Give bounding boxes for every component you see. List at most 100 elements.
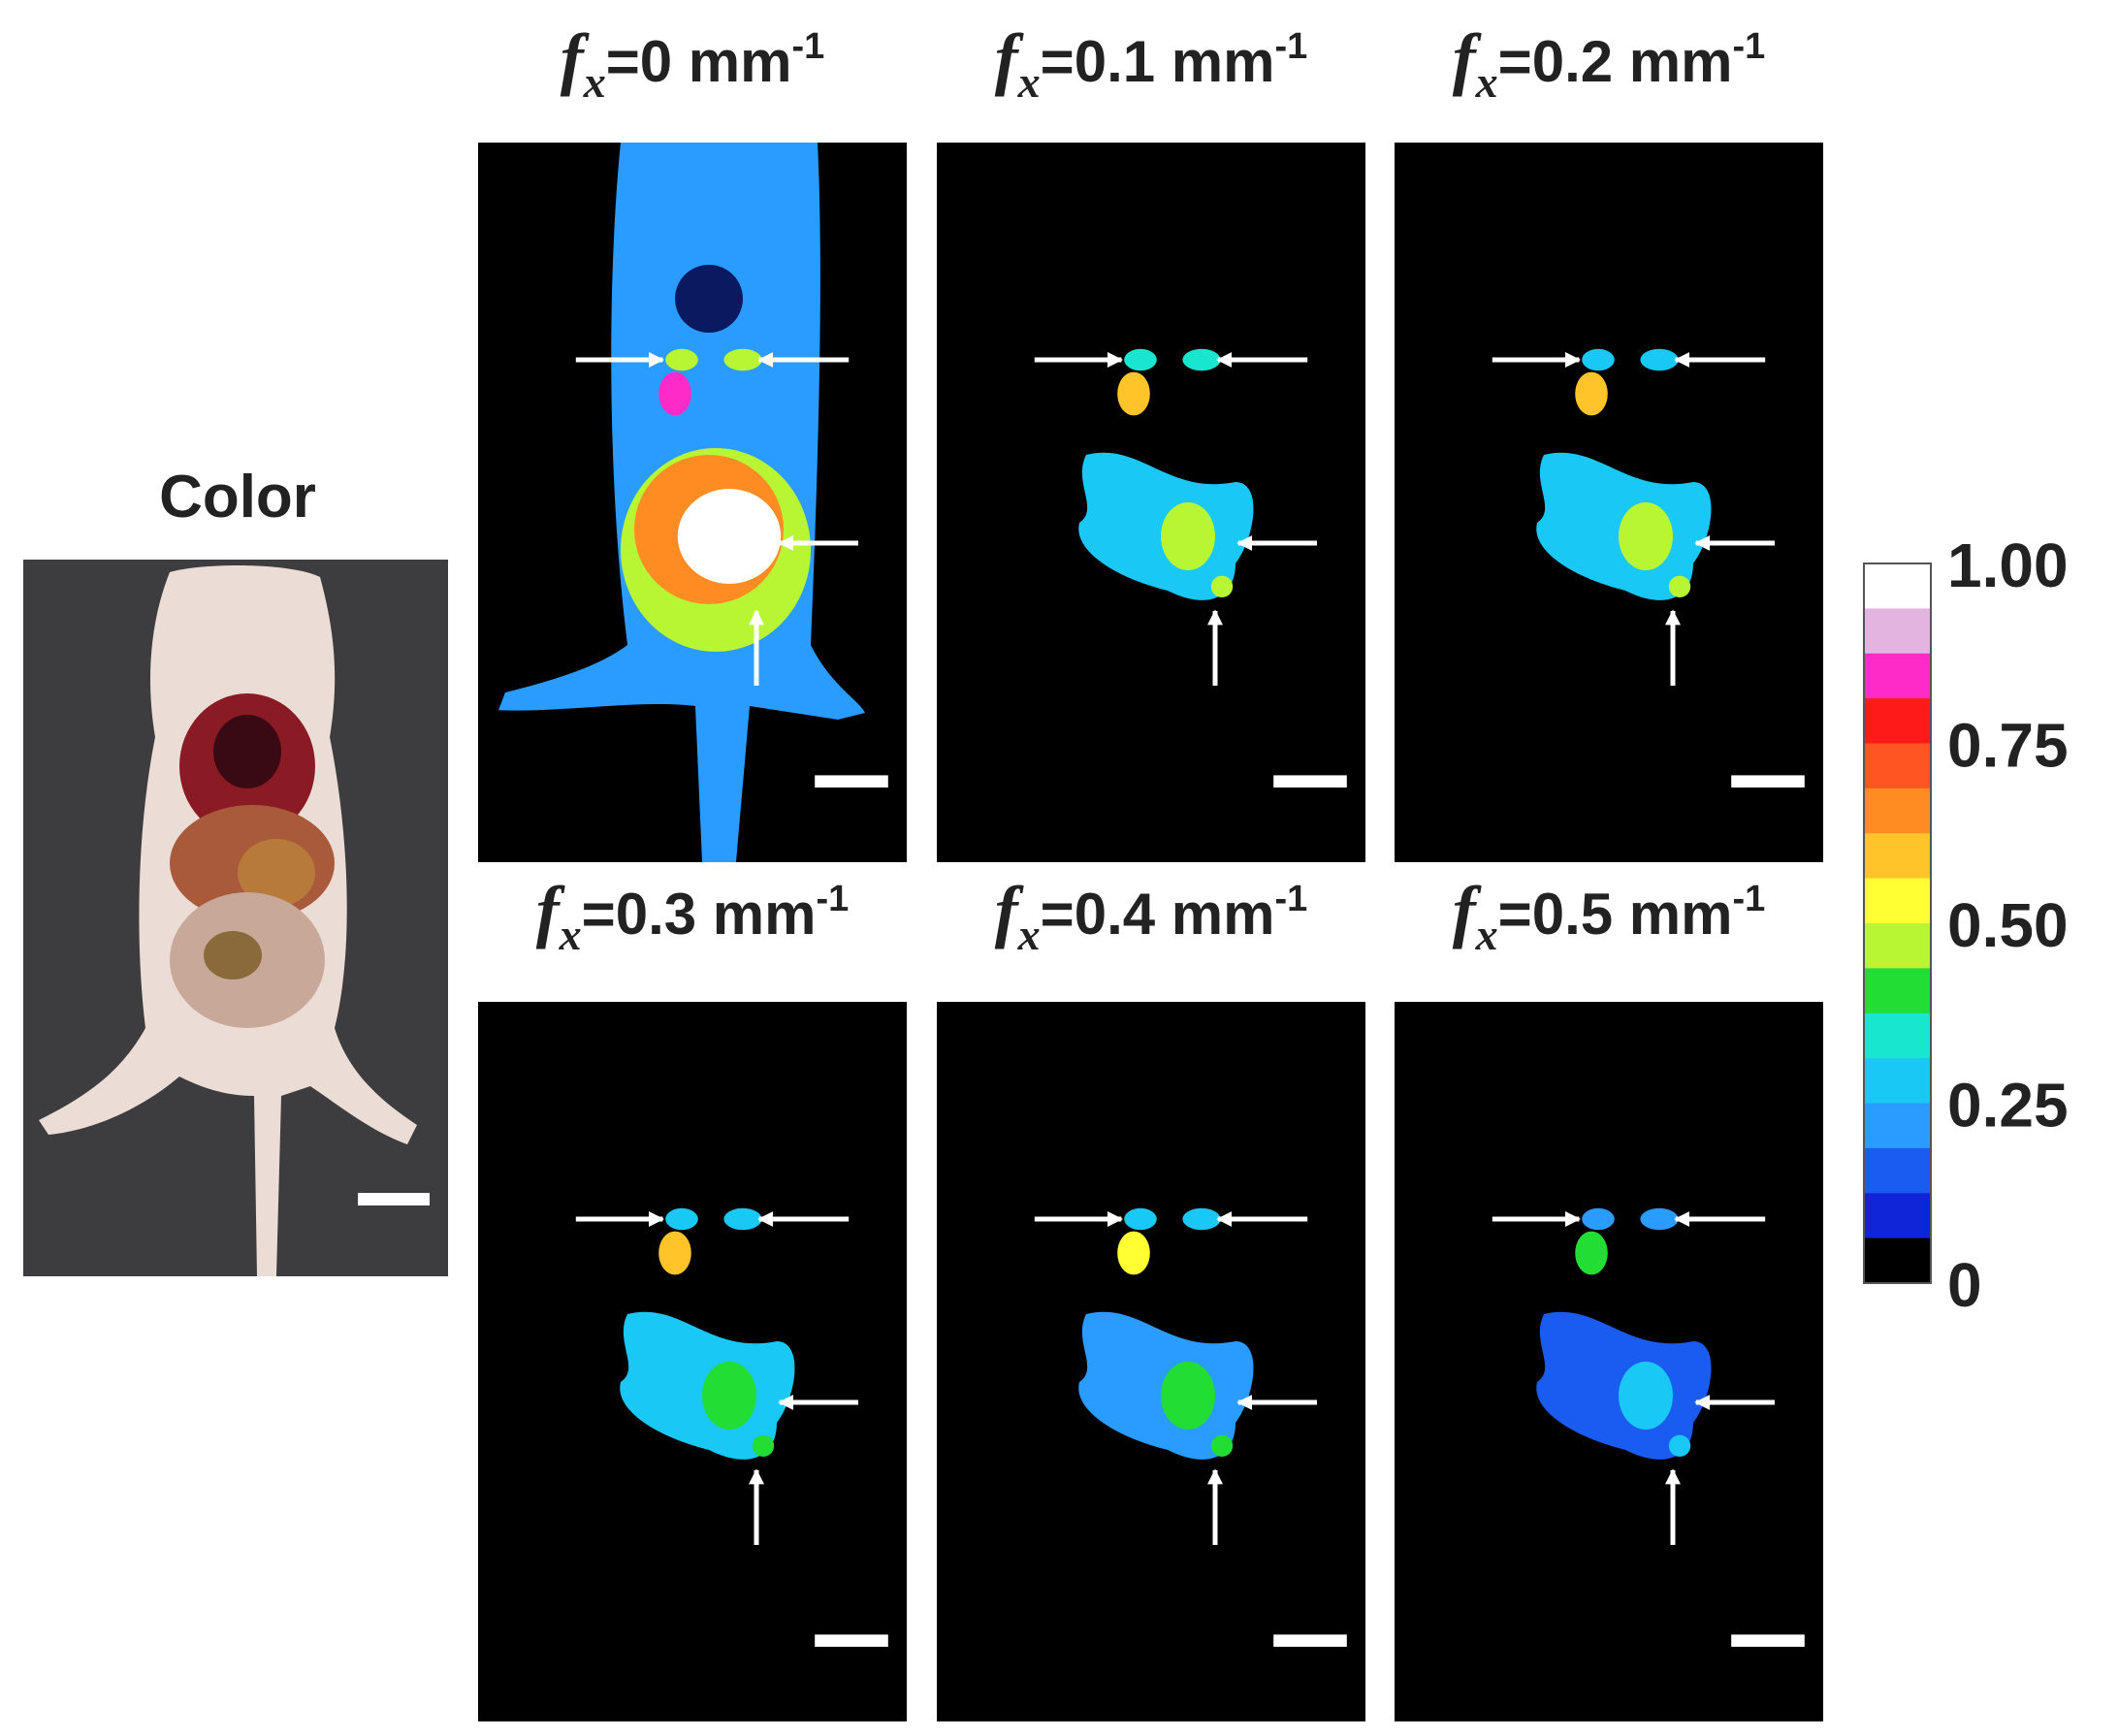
signal — [1668, 1434, 1691, 1458]
panel: fx=0 mm-1 — [478, 19, 907, 862]
label-superscript: -1 — [791, 26, 824, 67]
scale-bar — [1731, 775, 1805, 788]
label-text: =0 mm — [606, 29, 792, 94]
colorbar-tick-label: 0.25 — [1947, 1071, 2069, 1141]
panel: fx=0.2 mm-1 — [1395, 19, 1823, 862]
label-subscript: x — [559, 910, 582, 959]
panel-label: fx=0 mm-1 — [561, 19, 825, 107]
label-subscript: x — [1017, 57, 1041, 107]
panel: fx=0.4 mm-1 — [937, 872, 1365, 1721]
signal — [702, 1362, 756, 1430]
label-text: =0.1 mm — [1041, 29, 1275, 94]
colorbar-segment — [1864, 788, 1931, 834]
colorbar-segment — [1864, 563, 1931, 609]
signal — [1117, 1231, 1150, 1275]
colorbar-segment — [1864, 1147, 1931, 1194]
scale-bar — [815, 1634, 888, 1647]
label-superscript: -1 — [1733, 26, 1766, 67]
signal — [723, 1207, 762, 1231]
signal — [1124, 1207, 1157, 1231]
signal — [1117, 371, 1150, 416]
signal — [1619, 1362, 1673, 1430]
signal — [723, 348, 762, 371]
scale-bar — [1273, 1634, 1347, 1647]
signal — [658, 371, 691, 416]
fluorescence-image — [1395, 143, 1823, 862]
label-superscript: -1 — [817, 879, 850, 919]
signal — [1575, 1231, 1608, 1275]
label-text: =0.3 mm — [582, 882, 817, 947]
signal — [1124, 348, 1157, 371]
signal — [1210, 575, 1234, 597]
signal — [1582, 348, 1615, 371]
scale-bar — [1731, 1634, 1805, 1647]
colorbar-segment — [1864, 1193, 1931, 1239]
scale-bar — [1273, 775, 1347, 788]
label-subscript: x — [1475, 57, 1498, 107]
label-superscript: -1 — [1275, 26, 1308, 67]
colorbar-frame — [1863, 563, 1932, 1284]
panel: fx=0.1 mm-1 — [937, 19, 1365, 862]
panel-label: fx=0.1 mm-1 — [995, 19, 1308, 107]
signal — [1640, 348, 1679, 371]
label-text: =0.4 mm — [1041, 882, 1275, 947]
fluorescence-image — [1395, 1002, 1823, 1721]
scale-bar — [815, 775, 888, 788]
label-superscript: -1 — [1733, 879, 1766, 919]
colorbar-segment — [1864, 1103, 1931, 1149]
colorbar-segment — [1864, 1058, 1931, 1104]
signal — [1161, 1362, 1215, 1430]
signal — [675, 265, 743, 333]
signal — [1575, 371, 1608, 416]
fluorescence-image — [478, 143, 907, 862]
signal — [665, 1207, 698, 1231]
signal — [1668, 575, 1691, 597]
signal — [1582, 1207, 1615, 1231]
signal — [677, 489, 782, 584]
colorbar-segment — [1864, 608, 1931, 655]
panel: fx=0.5 mm-1 — [1395, 872, 1823, 1721]
fluorescence-image — [478, 1002, 907, 1721]
fluorescence-image — [937, 143, 1365, 862]
colorbar-segment — [1864, 653, 1931, 699]
label-subscript: x — [1475, 910, 1498, 959]
colorbar-tick-label: 1.00 — [1947, 530, 2069, 600]
colorbar-tick-label: 0 — [1947, 1250, 1982, 1320]
panels: fx=0 mm-1 fx=0.1 mm-1 fx=0.2 mm-1 fx=0.3 mm… — [478, 19, 1823, 1721]
colorbar-segment — [1864, 968, 1931, 1014]
panel-label: fx=0.4 mm-1 — [995, 872, 1308, 959]
colorbar-segment — [1864, 743, 1931, 789]
label-text: =0.5 mm — [1498, 882, 1733, 947]
label-superscript: -1 — [1275, 879, 1308, 919]
signal — [1640, 1207, 1679, 1231]
colorbar-segment — [1864, 833, 1931, 880]
label-subscript: x — [1017, 910, 1041, 959]
panel: fx=0.3 mm-1 — [478, 872, 907, 1721]
colorbar-segment — [1864, 1238, 1931, 1284]
signal — [1210, 1434, 1234, 1458]
signal — [665, 348, 698, 371]
signal — [658, 1231, 691, 1275]
label-subscript: x — [583, 57, 606, 107]
photo — [23, 560, 448, 1276]
signal — [752, 1434, 775, 1458]
panel-label: fx=0.3 mm-1 — [536, 872, 850, 959]
fluorescence-image — [937, 1002, 1365, 1721]
photo-title: Color — [159, 464, 316, 530]
colorbar-segment — [1864, 923, 1931, 969]
signal — [1619, 502, 1673, 570]
colorbar-segment — [1864, 698, 1931, 744]
label-text: =0.2 mm — [1498, 29, 1733, 94]
panel-label: fx=0.2 mm-1 — [1453, 19, 1766, 107]
colorbar-segment — [1864, 878, 1931, 924]
signal — [1182, 348, 1221, 371]
panel-label: fx=0.5 mm-1 — [1453, 872, 1766, 959]
signal — [1161, 502, 1215, 570]
colorbar-tick-label: 0.75 — [1947, 711, 2069, 781]
colorbar-segment — [1864, 1013, 1931, 1059]
signal — [1182, 1207, 1221, 1231]
colorbar-tick-label: 0.50 — [1947, 890, 2069, 960]
colorbar: 1.00 0.75 0.50 0.25 0 — [1863, 530, 2069, 1320]
